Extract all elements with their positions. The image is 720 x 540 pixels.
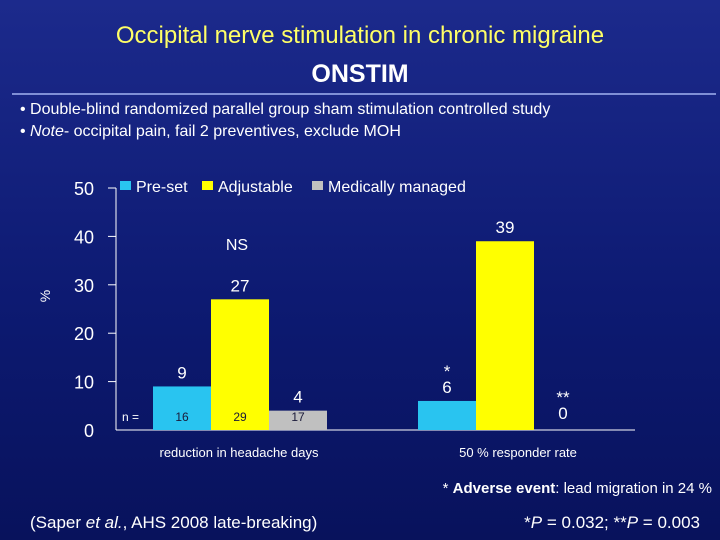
data-label: 27 xyxy=(231,276,250,295)
bar xyxy=(153,386,211,430)
x-category-label: 50 % responder rate xyxy=(459,445,577,460)
bar xyxy=(269,410,327,430)
title-divider xyxy=(12,93,716,95)
bar xyxy=(476,241,534,430)
n-row-value: 17 xyxy=(291,410,305,424)
bullet-item-design: • Double-blind randomized parallel group… xyxy=(20,101,551,118)
legend-swatch xyxy=(120,181,131,190)
legend-entry: Pre-set xyxy=(136,179,188,196)
significance-marker: * xyxy=(444,362,451,381)
legend-entry: Medically managed xyxy=(328,179,466,196)
slide-subtitle: ONSTIM xyxy=(311,60,409,88)
y-tick-label: 0 xyxy=(84,421,94,441)
significance-marker: ** xyxy=(556,388,570,407)
data-label: 4 xyxy=(293,388,302,407)
legend-entry: Adjustable xyxy=(218,179,293,196)
legend-swatch xyxy=(312,181,323,190)
legend-swatch xyxy=(202,181,213,190)
data-label: 0 xyxy=(558,404,567,423)
citation: (Saper et al., AHS 2008 late-breaking) xyxy=(30,513,318,532)
y-tick-label: 10 xyxy=(74,373,94,393)
data-label: 6 xyxy=(442,378,451,397)
bar xyxy=(418,400,476,430)
x-category-label: reduction in headache days xyxy=(159,445,319,460)
ns-annotation: NS xyxy=(226,237,248,254)
bullet-item-note: • Note- occipital pain, fail 2 preventiv… xyxy=(20,123,401,140)
adverse-event-footnote: * Adverse event: lead migration in 24 % xyxy=(442,480,712,497)
p-values: *P = 0.032; **P = 0.003 xyxy=(524,513,700,532)
y-tick-label: 40 xyxy=(74,227,94,247)
y-tick-label: 20 xyxy=(74,324,94,344)
bar xyxy=(211,299,269,430)
data-label: 39 xyxy=(496,218,515,237)
bullet-list: • Double-blind randomized parallel group… xyxy=(20,99,550,143)
slide-title: Occipital nerve stimulation in chronic m… xyxy=(115,22,605,49)
n-row-label: n = xyxy=(122,410,139,424)
n-row-value: 16 xyxy=(175,410,189,424)
n-row-value: 29 xyxy=(233,410,247,424)
y-tick-label: 50 xyxy=(74,179,94,199)
y-tick-label: 30 xyxy=(74,276,94,296)
y-axis-label: % xyxy=(37,290,53,302)
data-label: 9 xyxy=(177,363,186,382)
